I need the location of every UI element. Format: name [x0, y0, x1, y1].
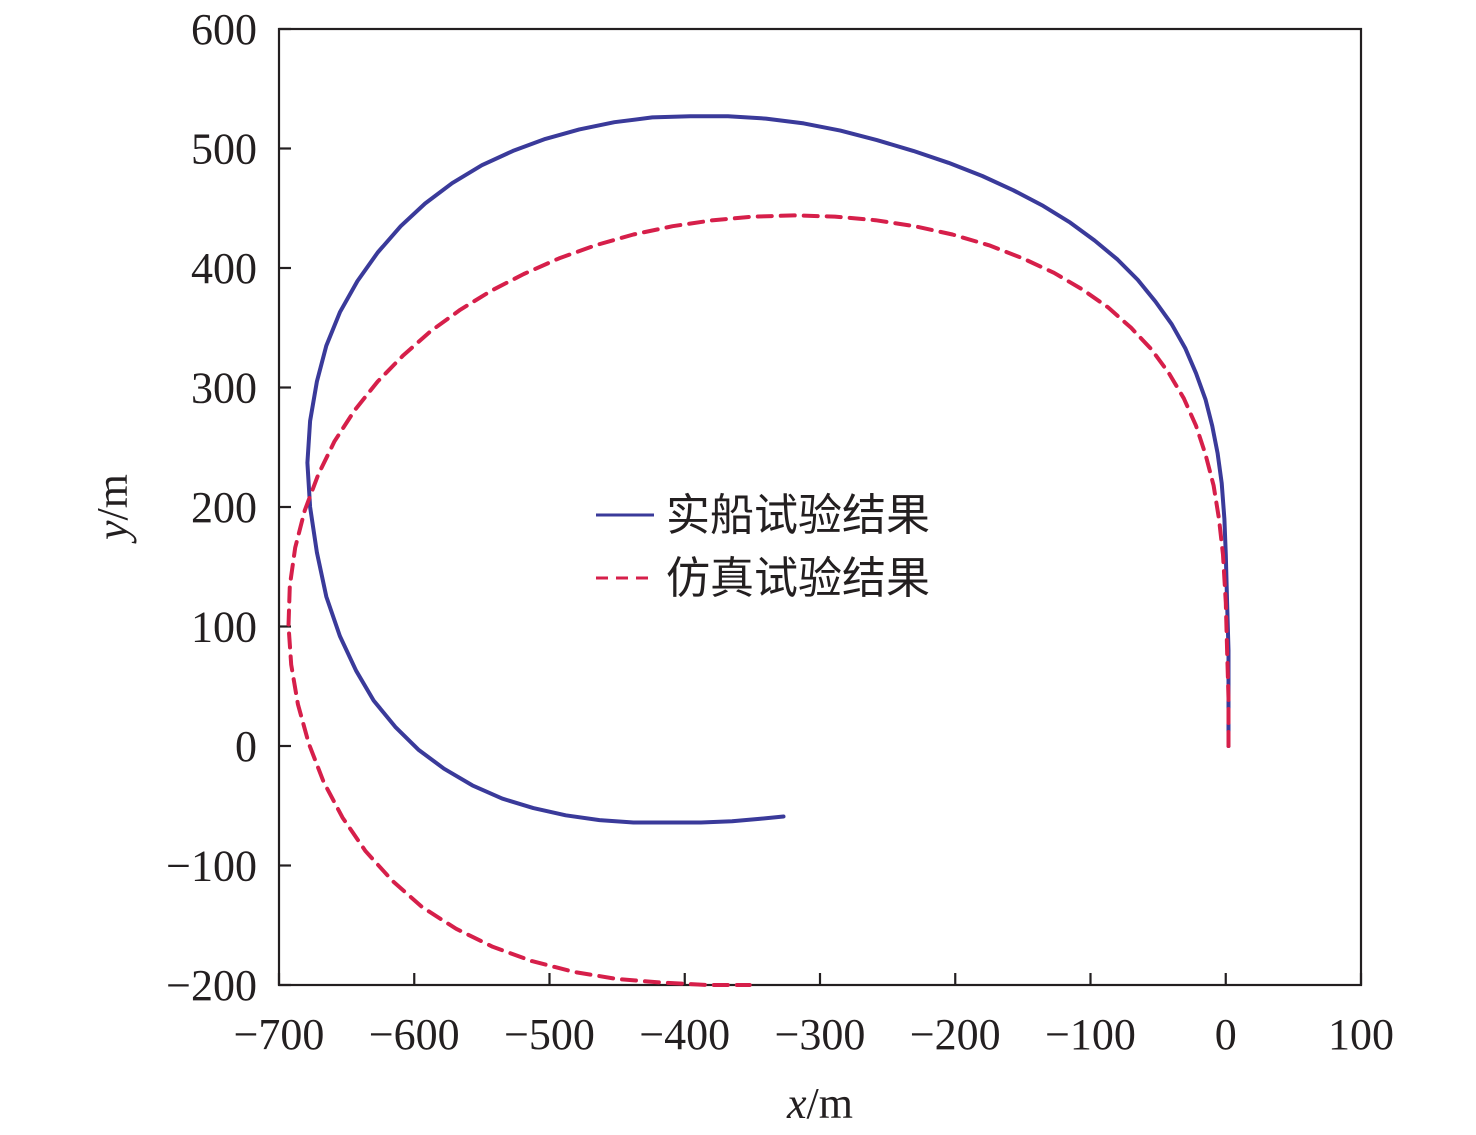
legend-label-simulation: 仿真试验结果	[666, 553, 930, 604]
x-tick-label: −100	[1045, 1010, 1136, 1059]
series-line-experiment	[305, 114, 1231, 825]
series-line-simulation	[286, 213, 1231, 987]
y-tick-label: 300	[191, 364, 257, 413]
x-axis-title: x/m	[786, 1079, 853, 1128]
y-tick-label: 0	[235, 722, 257, 771]
x-tick-label: −700	[234, 1010, 325, 1059]
y-tick-label: −100	[166, 842, 257, 891]
x-axis-var: x	[786, 1079, 807, 1128]
y-axis-var: y	[88, 520, 137, 544]
x-tick-label: −400	[639, 1010, 730, 1059]
y-tick-label: 200	[191, 483, 257, 532]
legend: 实船试验结果 仿真试验结果	[596, 490, 930, 604]
y-tick-label: 400	[191, 244, 257, 293]
x-tick-label: −300	[775, 1010, 866, 1059]
x-tick-label: 100	[1328, 1010, 1394, 1059]
series-layer	[286, 114, 1231, 987]
x-axis-unit: /m	[807, 1079, 853, 1128]
y-axis-ticks: −200 −100 0 100 200 300 400 500 600	[166, 5, 291, 1010]
x-tick-label: 0	[1215, 1010, 1237, 1059]
y-tick-label: −200	[166, 961, 257, 1010]
y-axis-unit: /m	[88, 474, 137, 520]
x-axis-ticks: −700 −600 −500 −400 −300 −200 −100 0 100	[234, 973, 1394, 1059]
legend-label-experiment: 实船试验结果	[666, 490, 930, 541]
x-tick-label: −500	[504, 1010, 595, 1059]
x-tick-label: −600	[369, 1010, 460, 1059]
y-tick-label: 600	[191, 5, 257, 54]
x-tick-label: −200	[910, 1010, 1001, 1059]
y-tick-label: 100	[191, 603, 257, 652]
y-tick-label: 500	[191, 125, 257, 174]
y-axis-title: y/m	[88, 474, 137, 544]
